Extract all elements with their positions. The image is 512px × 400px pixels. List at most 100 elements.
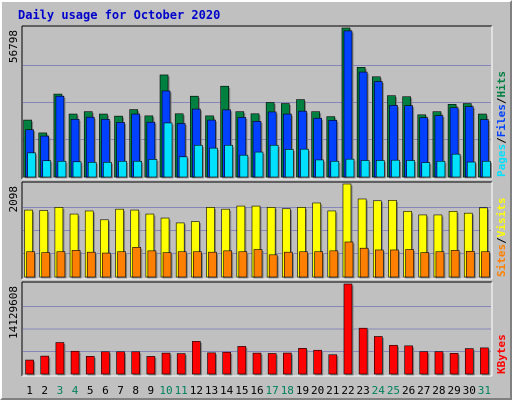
sites-bar [102,252,111,278]
sites-bar [177,251,187,278]
pages-bar [360,160,370,178]
pages-bar [285,149,294,178]
kbytes-legend: KBytes [495,334,508,374]
sites-bar [132,247,142,278]
kbytes-bar [101,351,110,375]
sites-bar [481,251,490,278]
sites-bar [465,250,475,278]
files-bar [343,30,353,178]
sites-bar [405,249,414,278]
legend-entry: / [495,97,508,104]
sites-bar [359,247,369,278]
x-tick-label: 2 [41,384,48,397]
x-tick-label: 14 [220,384,234,397]
sites-bar [374,249,384,278]
sites-bar [86,251,96,278]
x-tick-label: 5 [87,384,94,397]
pages-bar [163,122,173,178]
x-tick-label: 24 [372,384,386,397]
kbytes-bar [434,351,444,375]
kbytes-bar [373,336,383,375]
pages-bar [103,162,112,178]
pages-bar [421,162,431,178]
pages-bar [87,162,97,178]
sites-bar [253,249,263,278]
x-tick-label: 23 [357,384,370,397]
sites-bar [390,249,399,278]
sites-bar [223,250,232,278]
kbytes-bar [85,356,95,375]
pages-bar [194,144,203,178]
x-tick-label: 30 [463,384,476,397]
kbytes-bar [176,353,186,375]
kbytes-bar [222,351,231,375]
pages-bar [254,151,264,178]
pages-bar [300,148,309,178]
pages-bar [391,159,400,178]
sites-bar [162,252,172,278]
x-tick-label: 22 [341,384,354,397]
kbytes-bar [283,352,292,375]
x-tick-label: 3 [57,384,64,397]
sites-bar [299,251,308,278]
x-tick-label: 15 [235,384,248,397]
kbytes-bar [55,342,65,375]
pages-bar [209,147,218,178]
pages-bar [375,160,385,178]
kbytes-bar [40,355,50,375]
pages-bar [482,160,491,178]
pages-bar [57,160,67,178]
pages-bar [345,158,355,178]
x-tick-label: 21 [326,384,339,397]
kbytes-bar [237,346,247,375]
x-tick-label: 16 [250,384,263,397]
sites-bar [329,250,339,278]
x-tick-label: 9 [148,384,155,397]
legend-entry: / [495,137,508,144]
x-tick-label: 12 [190,384,203,397]
sites-bar [284,251,293,278]
kbytes-bar [207,352,216,375]
legend-entry: / [495,237,508,244]
x-tick-label: 1 [26,384,33,397]
hits-legend: Pages/Files/Hits [495,71,508,177]
pages-bar [451,153,461,178]
visits-legend: Sites/Visits [495,198,508,278]
kbytes-bar [480,347,489,375]
chart-title: Daily usage for October 2020 [18,8,221,22]
x-tick-label: 4 [72,384,79,397]
sites-bar [420,252,430,278]
pages-bar [224,144,233,178]
x-tick-label: 13 [205,384,218,397]
kbytes-bar [404,345,413,375]
pages-bar [406,160,415,178]
kbytes-bar [343,283,353,375]
x-tick-label: 27 [417,384,430,397]
x-tick-label: 8 [132,384,139,397]
sites-bar [268,254,278,278]
x-tick-label: 20 [311,384,324,397]
x-tick-label: 17 [266,384,279,397]
hits-ymax-label: 56798 [7,30,20,63]
kbytes-bar [192,341,201,375]
sites-bar [71,250,81,278]
kbytes-bar [358,327,368,375]
x-tick-label: 10 [159,384,172,397]
kbytes-bar [298,348,307,375]
pages-bar [133,160,143,178]
sites-bar [41,252,51,278]
kbytes-bar [252,352,262,375]
sites-bar [193,251,202,278]
pages-bar [330,160,340,178]
kbytes-bar [116,351,125,375]
sites-bar [117,251,126,278]
kbytes-bar [419,351,429,375]
sites-bar [435,251,445,278]
pages-bar [178,156,188,178]
kbytes-bar [389,344,398,375]
kbytes-bar [131,351,141,375]
sites-bar [26,251,35,278]
pages-bar [118,160,127,178]
kbytes-bar [267,353,277,375]
